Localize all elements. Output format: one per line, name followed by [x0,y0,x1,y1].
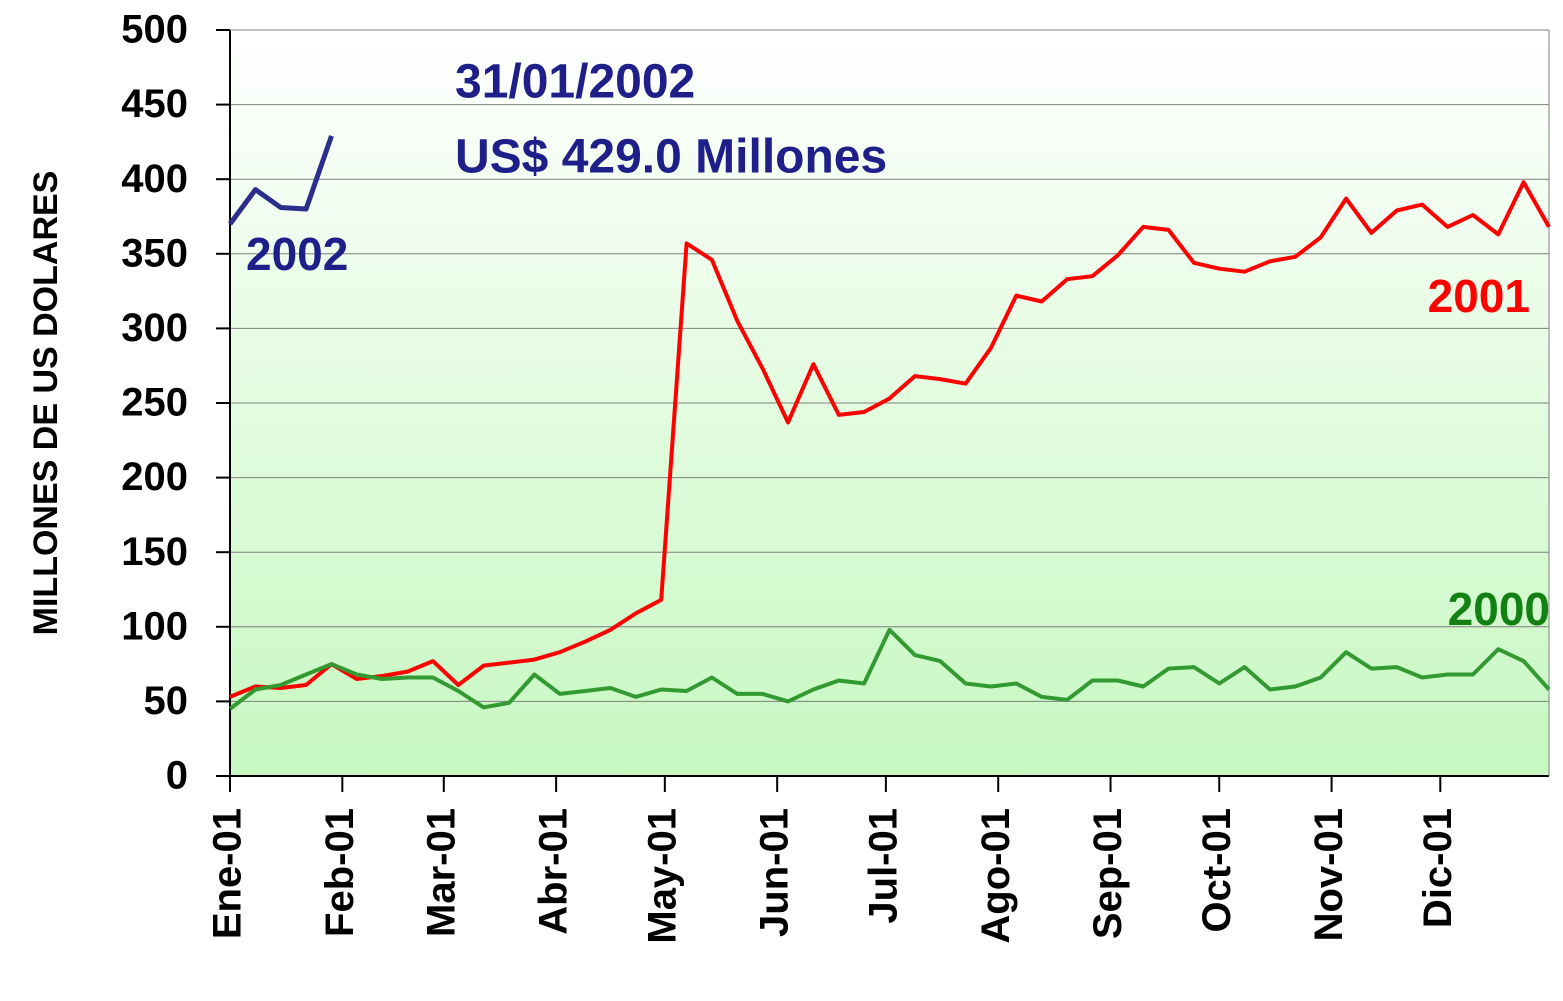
y-tick-label: 500 [121,8,188,52]
x-tick-label: Abr-01 [532,808,576,935]
x-tick-label: Ene-01 [206,808,250,939]
y-tick-label: 300 [121,306,188,350]
y-tick-label: 450 [121,82,188,126]
x-tick-label: Mar-01 [419,808,463,937]
y-tick-label: 200 [121,455,188,499]
x-tick-label: Ago-01 [974,808,1018,944]
x-tick-label: Dic-01 [1416,808,1460,928]
y-tick-label: 350 [121,231,188,275]
series-line [228,627,1551,711]
series-line [227,135,334,226]
series-line [229,180,1551,699]
x-tick-label: Jul-01 [861,808,905,924]
y-tick-label: 0 [166,754,188,798]
y-tick-label: 50 [144,679,189,723]
x-tick-label: Jun-01 [753,808,797,937]
y-tick-label: 250 [121,381,188,425]
x-tick-label: May-01 [640,808,684,944]
series-label: 2002 [246,228,348,280]
x-tick-label: Feb-01 [318,808,362,937]
x-tick-label: Nov-01 [1307,808,1351,941]
annotation: 31/01/2002 [455,56,695,109]
y-tick-label: 400 [121,157,188,201]
y-axis-label: MILLONES DE US DOLARES [27,171,65,636]
y-tick-label: 150 [121,530,188,574]
y-tick-label: 100 [121,604,188,648]
annotation: US$ 429.0 Millones [455,131,887,184]
x-tick-label: Sep-01 [1086,808,1130,939]
series-label: 2000 [1448,583,1550,635]
series-label: 2001 [1428,270,1530,322]
x-tick-label: Oct-01 [1195,808,1239,933]
